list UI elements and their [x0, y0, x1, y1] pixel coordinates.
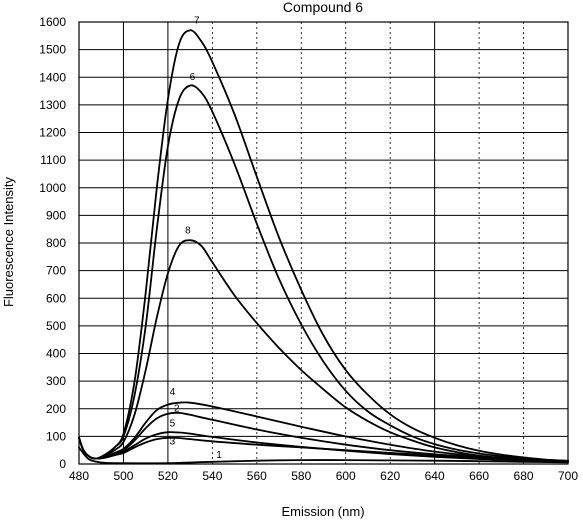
y-tick-label: 1400: [39, 70, 66, 84]
y-tick-label: 600: [46, 291, 66, 305]
x-tick-label: 680: [514, 469, 534, 483]
y-tick-label: 1300: [39, 98, 66, 112]
series-label-4: 4: [170, 387, 176, 398]
series-label-8: 8: [185, 225, 191, 236]
chart-title: Compound 6: [283, 0, 363, 15]
x-tick-label: 660: [469, 469, 489, 483]
y-axis-title: Fluorescence Intensity: [1, 176, 16, 307]
series-label-5: 5: [170, 419, 176, 430]
x-tick-label: 540: [202, 469, 222, 483]
series-line-6: [79, 85, 568, 461]
series-label-1: 1: [216, 450, 222, 461]
series-label-6: 6: [190, 72, 196, 83]
series-line-7: [79, 30, 568, 461]
y-tick-label: 800: [46, 236, 66, 250]
y-tick-label: 900: [46, 208, 66, 222]
y-tick-label: 1100: [40, 153, 66, 167]
x-tick-label: 600: [336, 469, 356, 483]
y-tick-label: 1500: [39, 43, 66, 57]
x-tick-label: 500: [113, 469, 133, 483]
y-tick-label: 300: [46, 374, 66, 388]
y-tick-label: 500: [46, 319, 66, 333]
x-tick-label: 520: [158, 469, 178, 483]
y-tick-label: 700: [46, 264, 66, 278]
series-label-2: 2: [174, 404, 180, 415]
y-tick-label: 1200: [39, 126, 66, 140]
y-tick-label: 200: [46, 402, 66, 416]
y-tick-label: 400: [46, 347, 66, 361]
series-labels: 1 2 3 4 5 6 7 8: [170, 15, 223, 461]
x-tick-label: 480: [69, 469, 89, 483]
y-axis-ticks: 0 100 200 300 400 500 600 700 800 900 1000 1100 1200…: [39, 15, 66, 471]
x-tick-label: 560: [247, 469, 267, 483]
x-axis-ticks: 480 500 520 540 560 580 600 620 640 660 680 700: [69, 469, 578, 483]
series-lines: [79, 30, 568, 463]
series-label-7: 7: [194, 15, 200, 26]
grid: [79, 22, 568, 464]
y-tick-label: 1600: [39, 15, 66, 29]
y-tick-label: 100: [46, 429, 66, 443]
series-line-4: [79, 402, 568, 460]
series-label-3: 3: [170, 437, 176, 448]
y-tick-label: 0: [59, 457, 66, 471]
x-tick-label: 700: [558, 469, 578, 483]
y-tick-label: 1000: [39, 181, 66, 195]
x-tick-label: 620: [380, 469, 400, 483]
x-axis-title: Emission (nm): [281, 504, 364, 519]
x-tick-label: 640: [425, 469, 445, 483]
x-tick-label: 580: [291, 469, 311, 483]
